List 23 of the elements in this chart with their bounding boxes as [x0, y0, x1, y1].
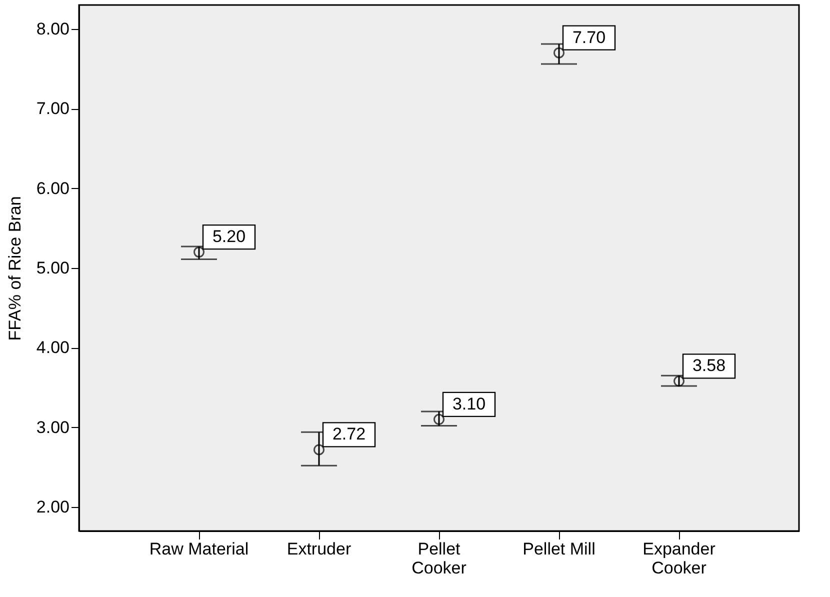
y-axis-title: FFA% of Rice Bran: [5, 196, 24, 341]
data-label: 2.72: [332, 424, 366, 444]
x-tick-label: Expander Cooker: [642, 540, 716, 578]
point: [194, 246, 204, 258]
point: [554, 47, 564, 58]
y-tick-label: 5.00: [36, 258, 70, 278]
x-tick-label: Extruder: [286, 540, 352, 558]
point: [674, 376, 684, 387]
y-tick-label: 6.00: [36, 178, 70, 198]
y-tick-label: 8.00: [36, 19, 70, 38]
point: [314, 444, 324, 456]
x-tick-label: Pellet Mill: [522, 540, 596, 558]
y-tick-label: 3.00: [36, 418, 70, 437]
data-label: 3.10: [452, 394, 486, 414]
x-tick-label: Raw Material: [149, 540, 249, 558]
data-label: 7.70: [572, 28, 606, 47]
point: [434, 414, 444, 425]
y-tick-label: 2.00: [36, 498, 70, 517]
data-label: 3.58: [692, 356, 726, 376]
x-tick-label: Pellet Cooker: [412, 540, 467, 578]
data-label: 5.20: [212, 227, 246, 246]
y-tick-label: 4.00: [36, 338, 70, 358]
y-tick-label: 7.00: [36, 99, 70, 118]
